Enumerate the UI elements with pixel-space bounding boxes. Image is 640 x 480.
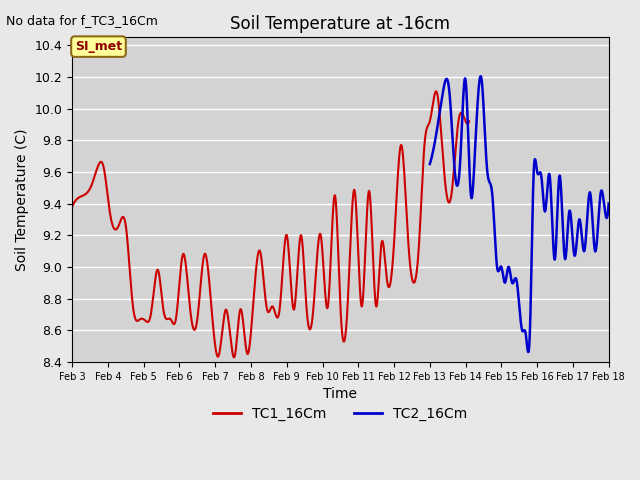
Legend: TC1_16Cm, TC2_16Cm: TC1_16Cm, TC2_16Cm (208, 401, 473, 426)
Text: SI_met: SI_met (75, 40, 122, 53)
X-axis label: Time: Time (323, 387, 357, 401)
Y-axis label: Soil Temperature (C): Soil Temperature (C) (15, 128, 29, 271)
Title: Soil Temperature at -16cm: Soil Temperature at -16cm (230, 15, 451, 33)
Text: No data for f_TC3_16Cm: No data for f_TC3_16Cm (6, 14, 158, 27)
